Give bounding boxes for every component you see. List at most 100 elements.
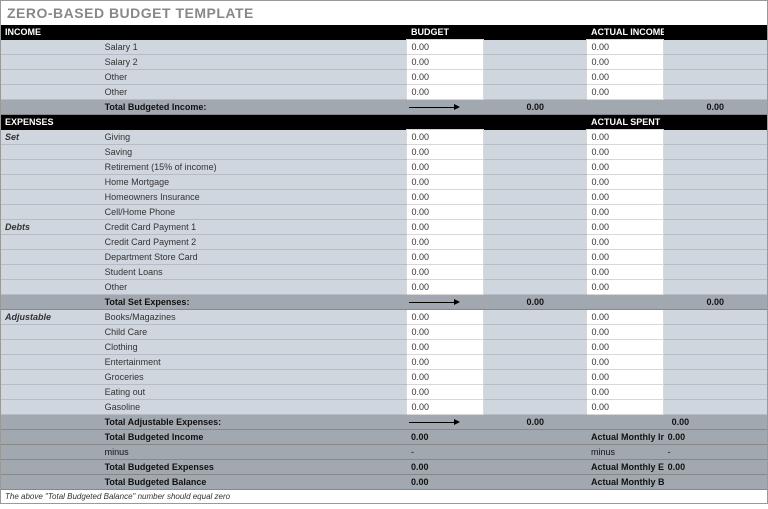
budget-cell[interactable]: 0.00	[407, 175, 484, 190]
actual-cell[interactable]: 0.00	[587, 205, 664, 220]
data-row: Salary 2 0.00 0.00	[1, 55, 767, 70]
budget-cell[interactable]: 0.00	[407, 85, 484, 100]
actual-cell[interactable]: 0.00	[587, 400, 664, 415]
actual-cell[interactable]: 0.00	[587, 160, 664, 175]
category-cell	[1, 400, 101, 415]
category-cell: Adjustable	[1, 310, 101, 325]
actual-cell[interactable]: 0.00	[587, 340, 664, 355]
actual-cell[interactable]: 0.00	[587, 130, 664, 145]
actual-cell[interactable]: 0.00	[587, 55, 664, 70]
item-label: Student Loans	[101, 265, 407, 280]
budget-cell[interactable]: 0.00	[407, 145, 484, 160]
category-cell: Debts	[1, 220, 101, 235]
hdr-cell: Budget	[407, 25, 484, 40]
budget-cell[interactable]: 0.00	[407, 385, 484, 400]
actual-cell[interactable]: 0.00	[587, 190, 664, 205]
budget-cell[interactable]: 0.00	[407, 205, 484, 220]
actual-cell[interactable]: 0.00	[587, 70, 664, 85]
item-label: Retirement (15% of income)	[101, 160, 407, 175]
actual-cell[interactable]: 0.00	[587, 235, 664, 250]
category-cell	[1, 55, 101, 70]
data-row: Clothing 0.00 0.00	[1, 340, 767, 355]
summary-label: minus	[101, 445, 407, 460]
summary-value: 0.00	[407, 460, 484, 475]
budget-cell[interactable]: 0.00	[407, 400, 484, 415]
budget-cell[interactable]: 0.00	[407, 250, 484, 265]
category-cell	[1, 250, 101, 265]
summary-label-actual: Actual Monthly Income	[587, 430, 664, 445]
hdr-cell: Income	[1, 25, 101, 40]
data-row: Groceries 0.00 0.00	[1, 370, 767, 385]
budget-cell[interactable]: 0.00	[407, 325, 484, 340]
category-cell	[1, 70, 101, 85]
data-row: Other 0.00 0.00	[1, 280, 767, 295]
actual-cell[interactable]: 0.00	[587, 145, 664, 160]
actual-cell[interactable]: 0.00	[587, 355, 664, 370]
category-cell	[1, 160, 101, 175]
budget-cell[interactable]: 0.00	[407, 190, 484, 205]
summary-value: -	[407, 445, 484, 460]
category-cell	[1, 385, 101, 400]
budget-cell[interactable]: 0.00	[407, 70, 484, 85]
data-row: Department Store Card 0.00 0.00	[1, 250, 767, 265]
total-label: Total Budgeted Income:	[101, 100, 407, 115]
summary-label: Total Budgeted Balance	[101, 475, 407, 490]
item-label: Saving	[101, 145, 407, 160]
summary-row: Total Budgeted Income 0.00 Actual Monthl…	[1, 430, 767, 445]
actual-cell[interactable]: 0.00	[587, 370, 664, 385]
hdr-cell: Expenses	[1, 115, 101, 130]
hdr-cell: Actual Spent	[587, 115, 664, 130]
category-cell	[1, 145, 101, 160]
item-label: Other	[101, 280, 407, 295]
budget-cell[interactable]: 0.00	[407, 280, 484, 295]
total-row: Total Set Expenses: 0.00 0.00	[1, 295, 767, 310]
category-cell: Set	[1, 130, 101, 145]
actual-cell[interactable]: 0.00	[587, 385, 664, 400]
budget-cell[interactable]: 0.00	[407, 310, 484, 325]
item-label: Gasoline	[101, 400, 407, 415]
total-row: Total Budgeted Income: 0.00 0.00	[1, 100, 767, 115]
total-budget: 0.00	[484, 415, 587, 430]
category-cell	[1, 370, 101, 385]
item-label: Salary 2	[101, 55, 407, 70]
data-row: Set Giving 0.00 0.00	[1, 130, 767, 145]
item-label: Child Care	[101, 325, 407, 340]
arrow-icon	[407, 100, 484, 115]
budget-cell[interactable]: 0.00	[407, 340, 484, 355]
actual-cell[interactable]: 0.00	[587, 310, 664, 325]
budget-cell[interactable]: 0.00	[407, 220, 484, 235]
data-row: Student Loans 0.00 0.00	[1, 265, 767, 280]
item-label: Clothing	[101, 340, 407, 355]
item-label: Home Mortgage	[101, 175, 407, 190]
budget-cell[interactable]: 0.00	[407, 160, 484, 175]
actual-cell[interactable]: 0.00	[587, 85, 664, 100]
actual-cell[interactable]: 0.00	[587, 325, 664, 340]
actual-cell[interactable]: 0.00	[587, 265, 664, 280]
item-label: Entertainment	[101, 355, 407, 370]
budget-cell[interactable]: 0.00	[407, 130, 484, 145]
budget-cell[interactable]: 0.00	[407, 355, 484, 370]
summary-value: 0.00	[407, 475, 484, 490]
item-label: Salary 1	[101, 40, 407, 55]
summary-value-actual: 0.00	[664, 460, 767, 475]
actual-cell[interactable]: 0.00	[587, 280, 664, 295]
data-row: Homeowners Insurance 0.00 0.00	[1, 190, 767, 205]
actual-cell[interactable]: 0.00	[587, 220, 664, 235]
budget-cell[interactable]: 0.00	[407, 265, 484, 280]
actual-cell[interactable]: 0.00	[587, 175, 664, 190]
budget-cell[interactable]: 0.00	[407, 40, 484, 55]
data-row: Child Care 0.00 0.00	[1, 325, 767, 340]
budget-cell[interactable]: 0.00	[407, 235, 484, 250]
data-row: Retirement (15% of income) 0.00 0.00	[1, 160, 767, 175]
actual-cell[interactable]: 0.00	[587, 40, 664, 55]
data-row: Entertainment 0.00 0.00	[1, 355, 767, 370]
category-cell	[1, 325, 101, 340]
summary-row: Total Budgeted Balance 0.00 Actual Month…	[1, 475, 767, 490]
header-row: Income Budget Actual Income	[1, 25, 767, 40]
actual-cell[interactable]: 0.00	[587, 250, 664, 265]
summary-row: Total Budgeted Expenses 0.00 Actual Mont…	[1, 460, 767, 475]
budget-cell[interactable]: 0.00	[407, 55, 484, 70]
summary-row: minus - minus -	[1, 445, 767, 460]
summary-label-actual: Actual Monthly Expenses	[587, 460, 664, 475]
budget-cell[interactable]: 0.00	[407, 370, 484, 385]
